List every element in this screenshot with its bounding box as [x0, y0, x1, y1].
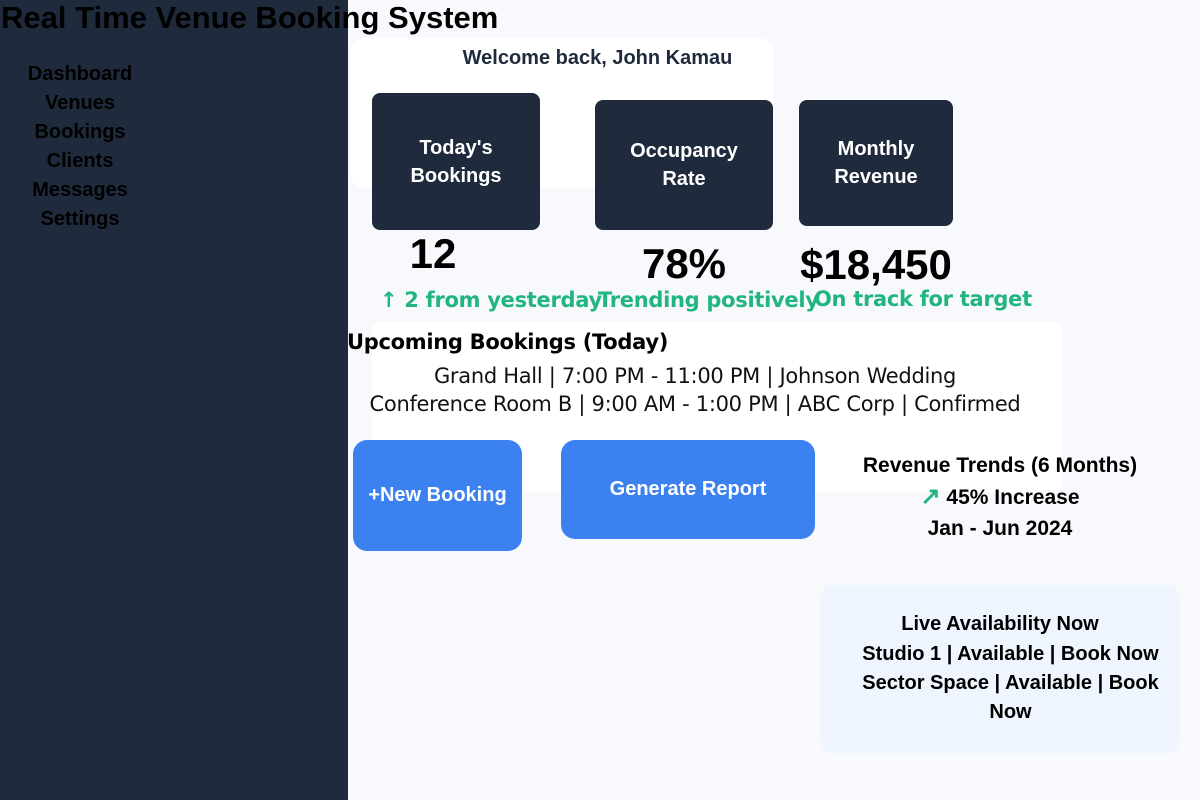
stat-label: Monthly Revenue: [834, 138, 918, 188]
sidebar-item-bookings[interactable]: Bookings: [34, 121, 126, 143]
stat-value-monthly-revenue: $18,450: [800, 241, 952, 288]
stat-label: Today's Bookings: [410, 136, 502, 187]
revenue-trends-title: Revenue Trends (6 Months): [862, 454, 1138, 477]
stat-value-occupancy-rate: 78%: [641, 240, 727, 287]
stat-card-todays-bookings: Today's Bookings: [372, 93, 540, 230]
booking-item[interactable]: Conference Room B | 9:00 AM - 1:00 PM | …: [369, 392, 1021, 416]
revenue-trends: Revenue Trends (6 Months) ↗ 45% Increase…: [820, 450, 1180, 544]
trend-up-arrow-icon: ↗: [920, 483, 941, 510]
stat-card-occupancy-rate: Occupancy Rate: [595, 100, 773, 230]
sidebar: [0, 0, 348, 800]
sidebar-item-venues[interactable]: Venues: [44, 92, 116, 114]
stat-label: Occupancy Rate: [630, 140, 738, 190]
stat-card-monthly-revenue: Monthly Revenue: [799, 100, 953, 226]
availability-item-studio-1[interactable]: Studio 1 | Available | Book Now: [862, 643, 1159, 665]
stat-note-todays-bookings: ↑ 2 from yesterday: [380, 288, 602, 312]
stat-value-todays-bookings: 12: [409, 230, 457, 277]
live-availability-title: Live Availability Now: [901, 613, 1099, 635]
revenue-increase-label: 45% Increase: [946, 486, 1080, 509]
app-title: Real Time Venue Booking System: [1, 0, 499, 35]
live-availability-card: [820, 585, 1180, 753]
sidebar-item-messages[interactable]: Messages: [32, 179, 128, 201]
sidebar-item-settings[interactable]: Settings: [40, 208, 120, 230]
booking-item[interactable]: Grand Hall | 7:00 PM - 11:00 PM | Johnso…: [433, 364, 957, 388]
revenue-trends-increase: ↗ 45% Increase: [820, 481, 1180, 513]
sidebar-item-clients[interactable]: Clients: [46, 150, 114, 172]
upcoming-bookings-title: Upcoming Bookings (Today): [347, 330, 669, 354]
revenue-trends-period: Jan - Jun 2024: [927, 517, 1073, 540]
generate-report-button[interactable]: Generate Report: [561, 440, 815, 539]
sidebar-nav: Dashboard Venues Bookings Clients Messag…: [0, 60, 160, 234]
sidebar-item-dashboard[interactable]: Dashboard: [27, 63, 133, 85]
stat-note-monthly-revenue: On track for target: [814, 287, 1032, 311]
stat-note-occupancy-rate: Trending positively: [598, 288, 819, 312]
new-booking-button[interactable]: +New Booking: [353, 440, 522, 551]
welcome-message: Welcome back, John Kamau: [462, 47, 733, 69]
availability-item-sector-space[interactable]: Sector Space | Available | Book Now: [862, 672, 1159, 723]
